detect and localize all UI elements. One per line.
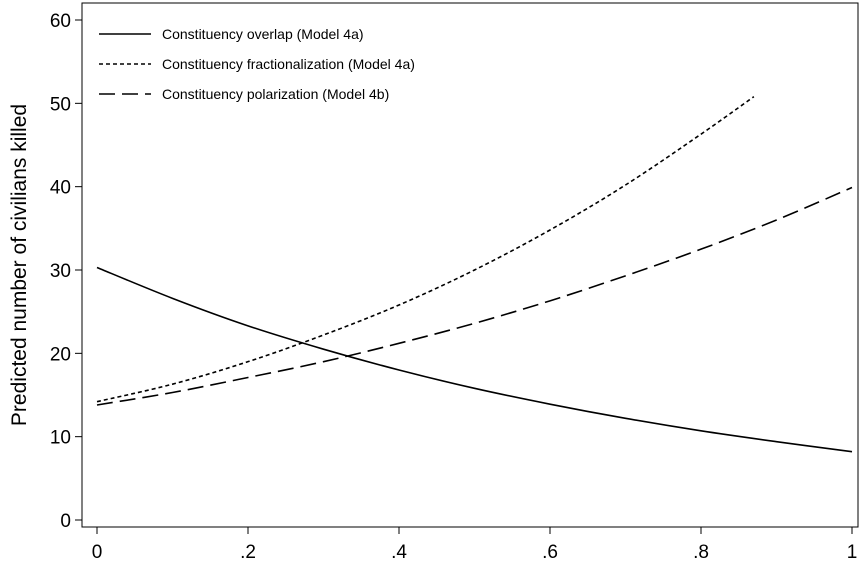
y-tick-label: 30 bbox=[50, 261, 71, 282]
series-line-3 bbox=[96, 186, 853, 406]
legend: Constituency overlap (Model 4a) Constitue… bbox=[99, 26, 415, 102]
legend-label-2: Constituency fractionalization (Model 4a… bbox=[162, 56, 415, 72]
legend-label-1: Constituency overlap (Model 4a) bbox=[162, 26, 364, 42]
x-tick-label: .2 bbox=[240, 542, 256, 563]
y-tick-label: 10 bbox=[50, 428, 71, 449]
y-tick-label: 40 bbox=[50, 178, 71, 199]
y-axis-title: Predicted number of civilians killed bbox=[8, 104, 31, 426]
series-line-1 bbox=[96, 266, 853, 453]
x-tick-label: .6 bbox=[542, 542, 558, 563]
x-tick-label: .8 bbox=[693, 542, 709, 563]
y-tick-label: 60 bbox=[50, 11, 71, 32]
x-tick-label: .4 bbox=[391, 542, 407, 563]
x-tick-label: 1 bbox=[847, 542, 858, 563]
y-axis: 0 10 20 30 40 50 60 bbox=[50, 11, 82, 532]
y-tick-label: 50 bbox=[50, 94, 71, 115]
x-tick-label: 0 bbox=[92, 542, 103, 563]
y-tick-label: 0 bbox=[60, 511, 71, 532]
series-layer bbox=[96, 96, 853, 453]
x-axis: 0 .2 .4 .6 .8 1 bbox=[92, 527, 858, 563]
y-tick-label: 20 bbox=[50, 344, 71, 365]
plot-frame bbox=[81, 2, 859, 528]
series-line-2 bbox=[96, 96, 755, 403]
legend-label-3: Constituency polarization (Model 4b) bbox=[162, 86, 389, 102]
